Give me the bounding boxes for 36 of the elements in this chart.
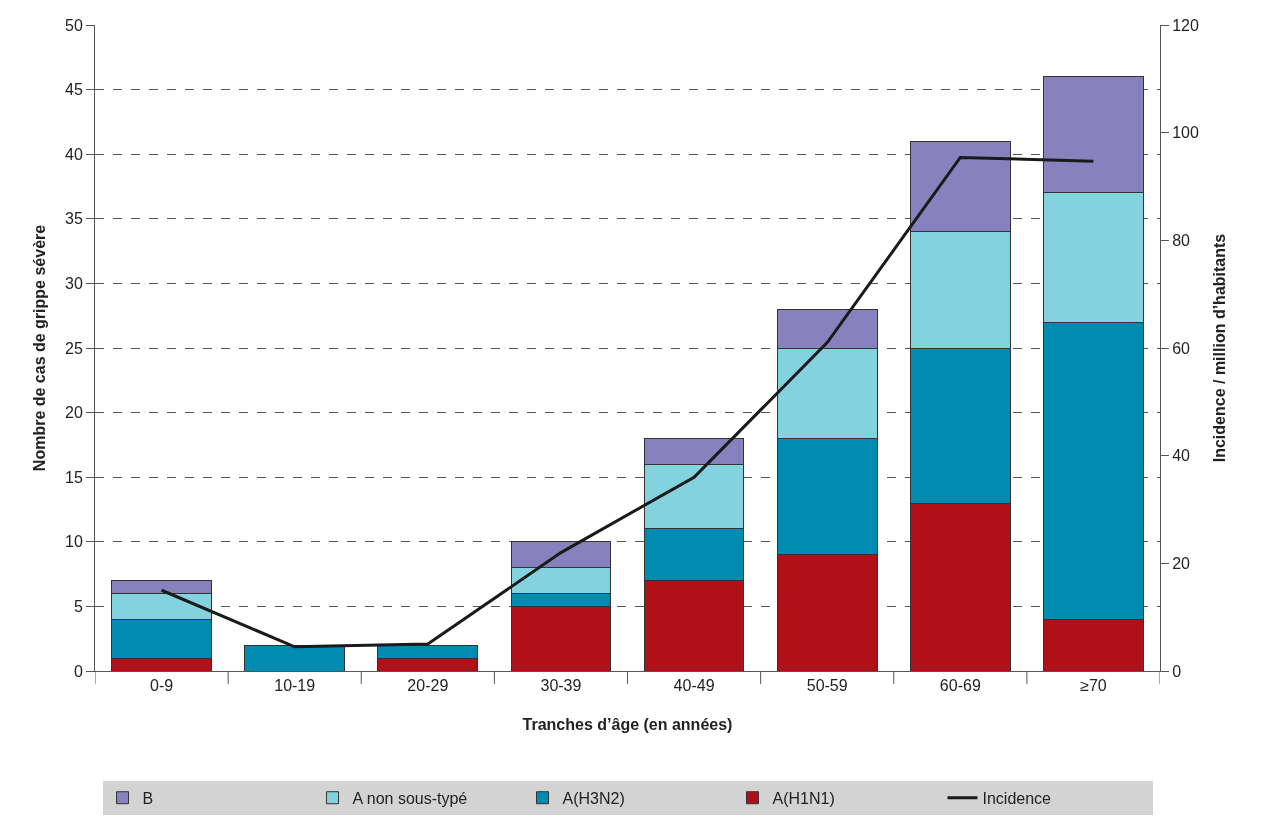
- legend-label: Incidence: [982, 789, 1052, 807]
- legend-label: A non sous-typé: [352, 789, 468, 807]
- y2-tick-label: 40: [1172, 447, 1191, 465]
- y-tick-label: 45: [65, 81, 83, 99]
- y-tick-label: 10: [65, 533, 83, 551]
- x-tick-label: ≥70: [1080, 677, 1107, 695]
- y-tick-label: 30: [65, 275, 83, 292]
- legend-label: B: [142, 789, 154, 807]
- y2-tick-label: 80: [1172, 231, 1191, 249]
- y-axis-title: Nombre de cas de grippe sévère: [30, 224, 48, 472]
- y2-tick-label: 20: [1172, 554, 1191, 572]
- y-tick-label: 50: [65, 16, 83, 34]
- legend-label: A(H1N1): [772, 789, 835, 807]
- y-tick-label: 0: [73, 662, 83, 680]
- legend-label: A(H3N2): [562, 789, 625, 807]
- y-tick-label: 15: [65, 468, 83, 486]
- line-series: [160, 155, 1095, 649]
- y-tick-label: 20: [65, 404, 83, 422]
- x-axis-title: Tranches d’âge (en années): [522, 715, 733, 733]
- x-tick-label: 40-49: [673, 677, 715, 695]
- x-tick-label: 50-59: [806, 677, 848, 695]
- y2-axis-title: Incidence / million d’habitants: [1210, 233, 1228, 463]
- y2-tick-label: 100: [1172, 124, 1199, 142]
- y2-tick-label: 60: [1172, 339, 1191, 357]
- y2-tick-label: 120: [1172, 16, 1199, 34]
- y-tick-label: 35: [65, 210, 83, 228]
- x-tick-label: 20-29: [407, 677, 449, 695]
- y2-tick-label: 0: [1172, 662, 1182, 680]
- x-tick-label: 0-9: [150, 677, 174, 695]
- y-tick-label: 5: [73, 598, 83, 615]
- bar: [244, 644, 346, 671]
- x-tick-label: 60-69: [939, 677, 981, 695]
- x-tick-label: 10-19: [274, 677, 316, 695]
- x-tick-label: 30-39: [540, 677, 582, 695]
- y-tick-label: 25: [65, 339, 83, 357]
- y-tick-label: 40: [65, 145, 83, 163]
